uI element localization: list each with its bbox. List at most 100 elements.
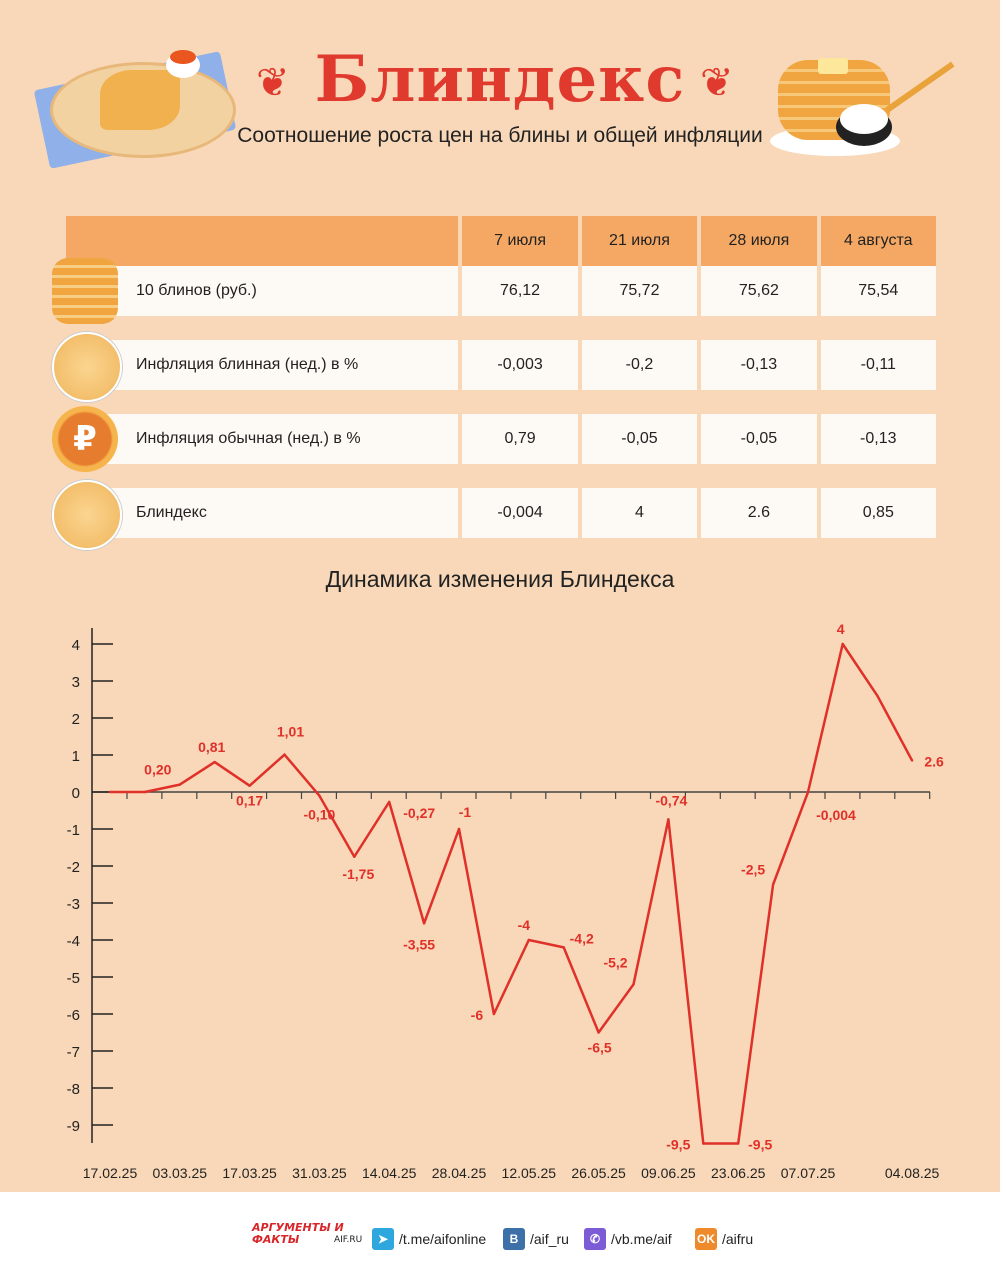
footer: АРГУМЕНТЫ И ФАКТЫ AIF.RU ➤ /t.me/aifonli… — [0, 1192, 1000, 1285]
page-subtitle: Соотношение роста цен на блины и общей и… — [237, 124, 763, 147]
social-link[interactable]: ➤ /t.me/aifonline — [372, 1228, 486, 1250]
ruble-coin-icon: ₽ — [52, 406, 118, 472]
value-cell: 75,72 — [581, 266, 698, 316]
x-tick-label: 03.03.25 — [153, 1165, 208, 1181]
data-label: 0,20 — [144, 762, 171, 778]
data-label: -3,55 — [403, 936, 435, 952]
value-cell: -0,05 — [701, 414, 817, 464]
data-label: -6 — [471, 1007, 484, 1023]
row-label: Инфляция блинная (нед.) в % — [66, 340, 459, 390]
y-tick-label: -8 — [67, 1081, 80, 1098]
data-label: -2,5 — [741, 862, 765, 878]
data-point — [702, 1142, 705, 1145]
series-line — [110, 642, 914, 1145]
value-cell: -0,003 — [462, 340, 578, 390]
value-cell: 0,85 — [820, 488, 936, 538]
table-row: Блиндекс -0,004 4 2.6 0,85 — [52, 480, 936, 550]
social-link[interactable]: OK /aifru — [695, 1228, 753, 1250]
value-cell: 75,62 — [701, 266, 817, 316]
data-point — [527, 938, 530, 942]
row-label: Блиндекс — [66, 488, 459, 538]
y-tick-label: -3 — [67, 896, 80, 913]
row-label: Инфляция обычная (нед.) в % — [66, 414, 459, 464]
data-point — [353, 855, 356, 858]
data-point — [562, 946, 565, 949]
data-label: -1 — [459, 804, 472, 820]
data-point — [597, 1031, 600, 1034]
data-point — [771, 883, 775, 886]
data-label: -9,5 — [666, 1137, 690, 1153]
x-tick-label: 23.06.25 — [711, 1165, 766, 1181]
data-label: 1,01 — [277, 724, 304, 740]
data-point — [667, 818, 670, 821]
value-cell: 0,79 — [462, 414, 578, 464]
value-cell: 75,54 — [820, 266, 936, 316]
crepes-plate-illustration — [30, 40, 240, 169]
data-point — [876, 694, 879, 697]
table-row: 10 блинов (руб.) 76,12 75,72 75,62 75,54 — [52, 258, 936, 324]
header-cell: 4 августа — [820, 216, 936, 266]
data-point — [806, 790, 810, 794]
ornament-right-icon: ❦ — [700, 60, 734, 106]
value-cell: -0,05 — [581, 414, 698, 464]
data-label: -0,004 — [816, 807, 856, 823]
aif-logo: АРГУМЕНТЫ И ФАКТЫ AIF.RU — [252, 1221, 363, 1246]
table-header-row: 7 июля 21 июля 28 июля 4 августа — [66, 216, 936, 266]
pancake-stack-icon — [52, 258, 118, 324]
data-point — [213, 760, 216, 764]
data-point — [318, 794, 321, 797]
data-point — [632, 983, 635, 986]
data-point — [108, 790, 112, 794]
table-row: Инфляция блинная (нед.) в % -0,003 -0,2 -0,… — [52, 332, 936, 402]
chart-title: Динамика изменения Блиндекса — [325, 566, 675, 592]
y-tick-label: -7 — [67, 1044, 80, 1061]
data-label: 4 — [837, 621, 845, 637]
x-tick-label: 14.04.25 — [362, 1165, 417, 1181]
value-cell: 4 — [581, 488, 698, 538]
social-link[interactable]: ✆ /vb.me/aif — [584, 1228, 672, 1250]
telegram-icon: ➤ — [372, 1228, 394, 1250]
pancake-chart-icon — [52, 480, 122, 550]
data-point — [248, 784, 251, 787]
blindex-line-chart: 4 3 2 1 0 -1 -2 -3 -4 -5 -6 -7 -8 -9 17.02.25 03.03.25 1… — [67, 621, 944, 1181]
data-label: 0,17 — [236, 793, 263, 809]
data-point — [283, 753, 286, 756]
x-tick-label: 31.03.25 — [292, 1165, 347, 1181]
header-cell — [66, 216, 459, 266]
data-point — [178, 783, 181, 786]
social-link[interactable]: B /aif_ru — [503, 1228, 569, 1250]
data-point — [422, 922, 426, 925]
vk-icon: B — [503, 1228, 525, 1250]
viber-icon: ✆ — [584, 1228, 606, 1250]
data-point — [492, 1012, 496, 1016]
data-point — [457, 827, 461, 831]
value-cell: -0,13 — [820, 414, 936, 464]
data-label: 2.6 — [924, 754, 944, 770]
x-tick-label: 09.06.25 — [641, 1165, 696, 1181]
data-label: -5,2 — [603, 954, 627, 970]
data-label: -4,2 — [570, 930, 594, 946]
header-cell: 7 июля — [462, 216, 578, 266]
y-tick-label: -9 — [67, 1118, 80, 1135]
value-cell: -0,2 — [581, 340, 698, 390]
page-title: Блиндекс — [314, 42, 686, 117]
data-label: -9,5 — [748, 1137, 772, 1153]
value-cell: -0,13 — [701, 340, 817, 390]
value-cell: -0,004 — [462, 488, 578, 538]
data-label: -0,74 — [655, 792, 687, 808]
y-tick-label: -2 — [67, 859, 80, 876]
x-tick-label: 17.02.25 — [83, 1165, 138, 1181]
data-label: -0,10 — [303, 807, 335, 823]
x-tick-label: 17.03.25 — [222, 1165, 277, 1181]
odnoklassniki-icon: OK — [695, 1228, 717, 1250]
header-cell: 21 июля — [581, 216, 698, 266]
y-tick-label: 3 — [72, 674, 80, 691]
y-tick-label: -6 — [67, 1007, 80, 1024]
data-point — [841, 642, 844, 646]
x-tick-label: 12.05.25 — [502, 1165, 557, 1181]
y-tick-label: -1 — [67, 822, 80, 839]
row-label: 10 блинов (руб.) — [66, 266, 459, 316]
data-point — [388, 800, 391, 804]
data-label: -1,75 — [342, 866, 374, 882]
